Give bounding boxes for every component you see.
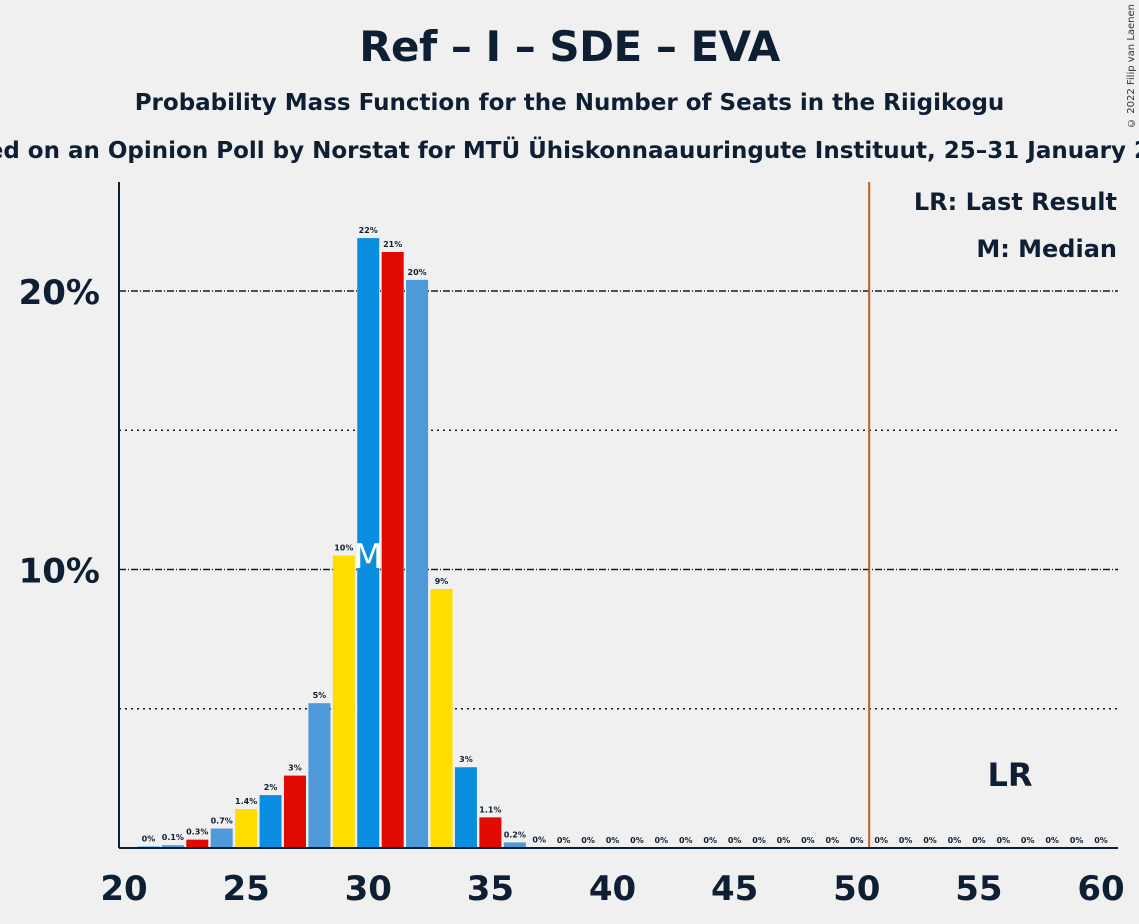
legend-median: M: Median — [976, 235, 1117, 263]
chart-subtitle: Probability Mass Function for the Number… — [134, 90, 1005, 116]
bar-value-label: 10% — [334, 544, 353, 553]
bar-value-label: 0% — [899, 836, 913, 845]
bar-value-label: 20% — [408, 268, 427, 277]
bar-seat-23 — [186, 839, 209, 848]
bar-value-label: 3% — [288, 764, 302, 773]
x-tick-label: 50 — [833, 869, 880, 909]
legend-last-result: LR: Last Result — [914, 188, 1117, 216]
bar-value-label: 0.3% — [186, 828, 208, 837]
bar-value-label: 0% — [142, 835, 156, 844]
bar-value-label: 5% — [313, 691, 327, 700]
bar-value-label: 0% — [801, 836, 815, 845]
bar-seat-25 — [235, 809, 258, 848]
y-tick-label: 10% — [19, 552, 100, 592]
bar-value-label: 0% — [728, 836, 742, 845]
chart-title: Ref – I – SDE – EVA — [359, 22, 780, 71]
bar-seat-22 — [161, 845, 184, 848]
bar-value-label: 0% — [777, 836, 791, 845]
bar-seat-36 — [503, 842, 526, 848]
bar-seat-26 — [259, 795, 282, 848]
y-tick-label: 20% — [19, 273, 100, 313]
bar-value-label: 0% — [606, 836, 620, 845]
bar-value-label: 3% — [459, 755, 473, 764]
bar-value-label: 0% — [948, 836, 962, 845]
bar-seat-30 — [357, 238, 380, 848]
x-tick-label: 25 — [222, 869, 269, 909]
bar-value-label: 0% — [1045, 836, 1059, 845]
x-tick-label: 45 — [711, 869, 758, 909]
bar-value-label: 0% — [752, 836, 766, 845]
bar-value-label: 0% — [1070, 836, 1084, 845]
bar-value-label: 0% — [581, 836, 595, 845]
bar-value-label: 1.1% — [479, 805, 501, 814]
bar-value-label: 0% — [997, 836, 1011, 845]
x-tick-label: 35 — [467, 869, 514, 909]
bar-value-label: 0% — [679, 836, 693, 845]
bar-seat-32 — [406, 279, 429, 848]
bar-seat-29 — [332, 555, 355, 848]
bar-value-label: 0.1% — [162, 833, 184, 842]
bar-seat-33 — [430, 588, 453, 848]
bar-seat-27 — [283, 775, 306, 848]
bar-value-label: 9% — [435, 577, 449, 586]
bar-value-label: 22% — [359, 226, 378, 235]
bar-seat-31 — [381, 252, 404, 848]
bar-seat-35 — [479, 817, 502, 848]
x-tick-label: 55 — [955, 869, 1002, 909]
bar-seat-24 — [210, 828, 233, 848]
bar-value-label: 0% — [532, 835, 546, 844]
bar-value-label: 0% — [1021, 836, 1035, 845]
bar-value-label: 0.2% — [504, 830, 526, 839]
bar-value-label: 0% — [850, 836, 864, 845]
bar-value-label: 0% — [1094, 836, 1108, 845]
bar-value-label: 1.4% — [235, 797, 257, 806]
bar-value-label: 0% — [972, 836, 986, 845]
bar-value-label: 0% — [874, 836, 888, 845]
chart-source-line: Based on an Opinion Poll by Norstat for … — [0, 138, 1139, 164]
bar-value-label: 0% — [923, 836, 937, 845]
bar-value-label: 0% — [655, 836, 669, 845]
bar-value-label: 21% — [383, 240, 402, 249]
median-marker: M — [354, 537, 383, 577]
x-tick-label: 20 — [100, 869, 147, 909]
bar-value-label: 2% — [264, 783, 278, 792]
x-tick-label: 30 — [345, 869, 392, 909]
x-tick-label: 40 — [589, 869, 636, 909]
bar-seat-28 — [308, 703, 331, 848]
x-tick-label: 60 — [1077, 869, 1124, 909]
bar-value-label: 0% — [630, 836, 644, 845]
bar-value-label: 0% — [703, 836, 717, 845]
last-result-marker: LR — [987, 756, 1032, 794]
bar-value-label: 0% — [557, 836, 571, 845]
bar-value-label: 0.7% — [211, 817, 233, 826]
bar-value-label: 0% — [826, 836, 840, 845]
bar-seat-34 — [454, 767, 477, 848]
